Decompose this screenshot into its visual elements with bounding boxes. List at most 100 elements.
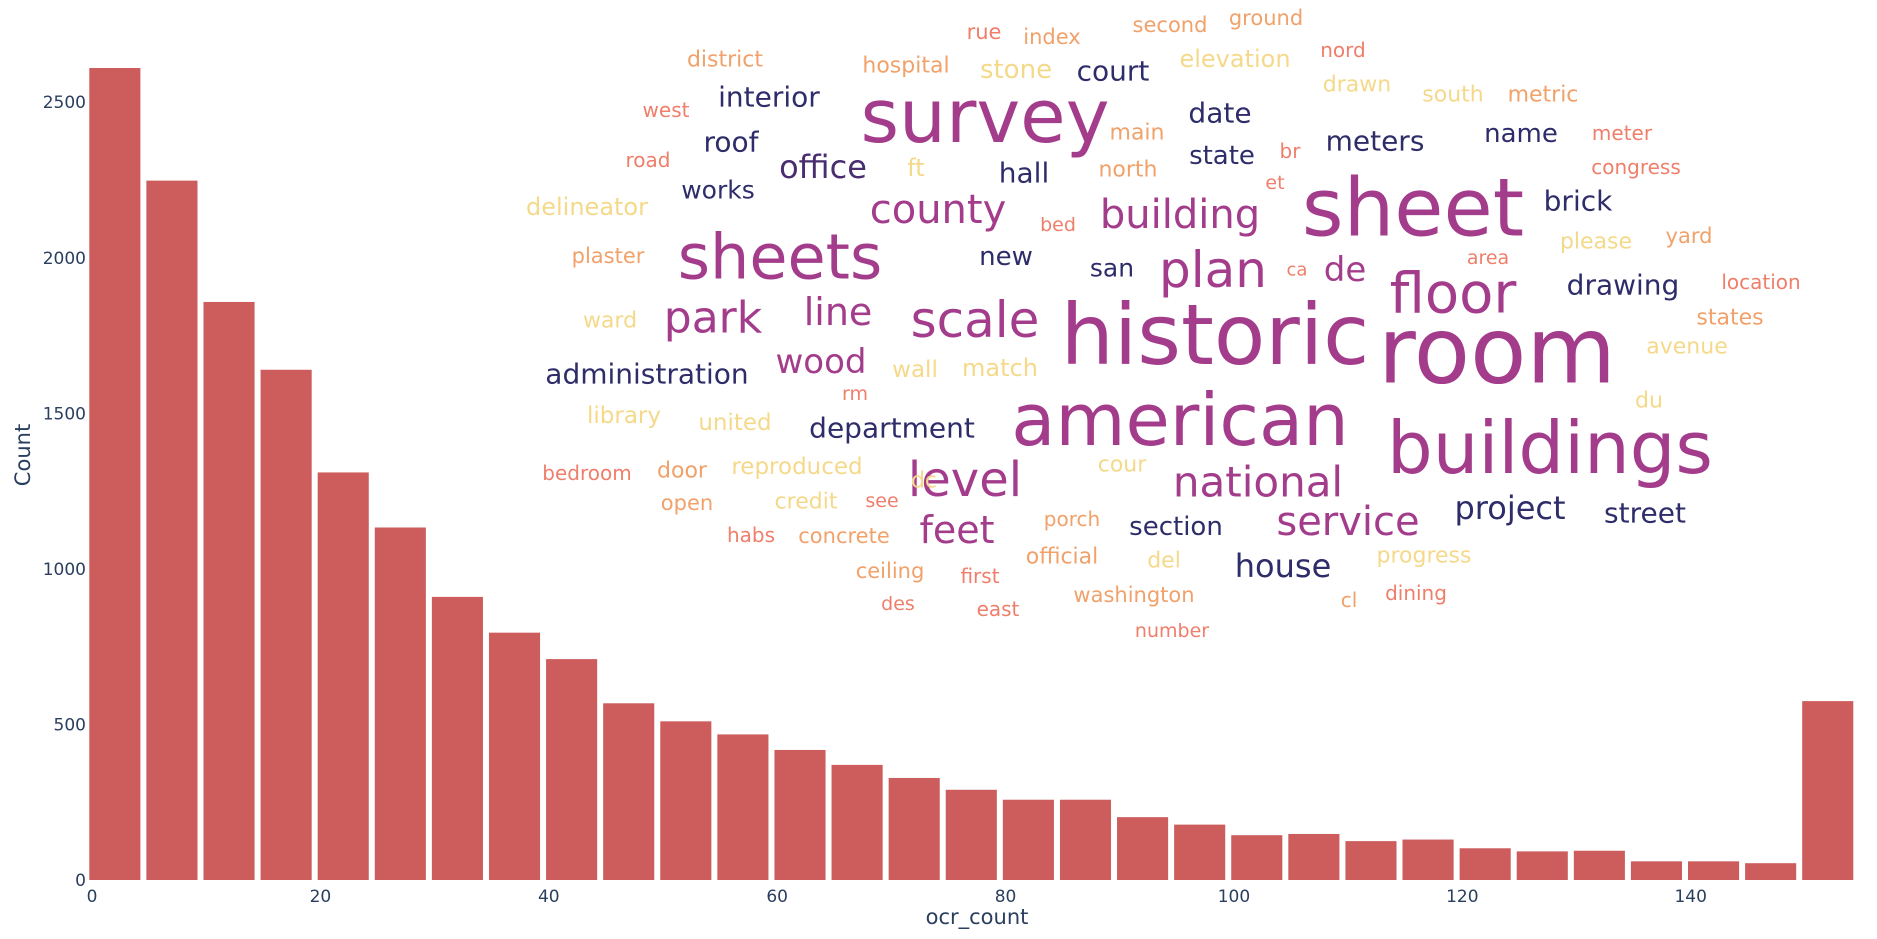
bar <box>488 632 541 880</box>
y-tick-label: 1000 <box>43 560 86 580</box>
cloud-word: progress <box>1377 544 1472 569</box>
bar <box>1688 861 1740 880</box>
cloud-word: concrete <box>798 524 890 548</box>
x-tick-label: 40 <box>538 887 560 907</box>
cloud-word: delineator <box>526 193 648 221</box>
cloud-word: rue <box>967 20 1002 44</box>
cloud-word: hospital <box>862 54 949 79</box>
bar <box>831 764 883 880</box>
cloud-word: congress <box>1591 155 1681 179</box>
cloud-word: main <box>1110 121 1165 146</box>
cloud-word: roof <box>703 126 759 159</box>
x-tick-label: 140 <box>1674 887 1706 907</box>
cloud-word: porch <box>1044 507 1100 531</box>
cloud-word: del <box>1147 549 1181 574</box>
cloud-word: survey <box>861 74 1110 160</box>
bar <box>1516 851 1568 880</box>
cloud-word: house <box>1235 547 1332 585</box>
cloud-word: level <box>908 452 1022 508</box>
cloud-word: credit <box>775 490 838 515</box>
cloud-word: ca <box>1287 260 1308 281</box>
y-tick-label: 1500 <box>43 404 86 424</box>
bar <box>1402 839 1454 880</box>
cloud-word: washington <box>1073 583 1194 607</box>
cloud-word: historic <box>1061 286 1370 384</box>
y-tick-label: 500 <box>54 715 86 735</box>
bars-layer <box>89 68 1854 881</box>
bar <box>317 472 369 880</box>
cloud-word: new <box>979 242 1033 272</box>
cloud-word: department <box>809 412 975 445</box>
cloud-word: index <box>1023 25 1080 49</box>
cloud-word: meter <box>1592 121 1653 145</box>
bar <box>1231 835 1283 880</box>
y-tick-label: 2000 <box>43 249 86 269</box>
cloud-word: official <box>1026 545 1099 570</box>
cloud-word: ward <box>583 309 637 334</box>
cloud-word: plaster <box>572 244 645 268</box>
x-axis-title: ocr_count <box>926 905 1029 930</box>
cloud-word: elevation <box>1179 45 1290 73</box>
cloud-word: interior <box>718 81 820 114</box>
x-tick-label: 20 <box>310 887 332 907</box>
y-axis-ticks: 0 500 1000 1500 2000 2500 <box>43 93 86 891</box>
cloud-word: district <box>687 48 763 73</box>
x-tick-label: 100 <box>1218 887 1250 907</box>
cloud-word: see <box>865 490 898 512</box>
cloud-word: meters <box>1326 125 1425 158</box>
cloud-word: brick <box>1544 185 1613 218</box>
cloud-word: number <box>1135 620 1209 642</box>
cloud-word: stone <box>980 55 1052 85</box>
cloud-word: american <box>1011 378 1349 462</box>
cloud-word: br <box>1280 139 1302 163</box>
bar <box>603 703 655 880</box>
cloud-word: door <box>657 459 708 484</box>
cloud-word: sheet <box>1302 162 1524 255</box>
cloud-word: reproduced <box>731 454 862 480</box>
bar <box>203 301 255 880</box>
cloud-word: nord <box>1320 38 1365 62</box>
cloud-word: date <box>1188 97 1251 130</box>
cloud-word: project <box>1454 489 1565 527</box>
cloud-word: bed <box>1040 214 1076 236</box>
cloud-word: sheets <box>678 221 883 294</box>
cloud-word: states <box>1696 306 1763 331</box>
cloud-word: second <box>1133 13 1208 37</box>
cloud-word: office <box>779 148 867 186</box>
cloud-word: feet <box>919 508 994 552</box>
bar <box>1630 861 1682 880</box>
cloud-word: et <box>1265 172 1284 194</box>
bar <box>1002 799 1054 880</box>
cloud-word: street <box>1604 497 1686 530</box>
bar <box>945 789 997 880</box>
cloud-word: wall <box>892 357 938 383</box>
cloud-word: de <box>1324 250 1367 290</box>
cloud-word: road <box>626 148 671 172</box>
cloud-word: cl <box>1341 588 1358 612</box>
cloud-word: san <box>1090 254 1134 283</box>
cloud-word: area <box>1467 247 1509 269</box>
cloud-word: dc <box>911 469 937 494</box>
cloud-word: location <box>1721 270 1800 294</box>
bar <box>888 777 940 880</box>
cloud-word: please <box>1560 230 1632 255</box>
bar <box>1059 799 1112 880</box>
cloud-word: national <box>1173 458 1343 507</box>
cloud-word: name <box>1484 119 1558 149</box>
cloud-word: du <box>1635 389 1663 414</box>
bar <box>774 749 826 880</box>
x-axis-ticks: 0 20 40 60 80 100 120 140 <box>87 887 1707 907</box>
cloud-word: rm <box>842 383 868 405</box>
cloud-word: line <box>804 290 873 334</box>
bar <box>1802 701 1854 880</box>
cloud-word: drawing <box>1567 269 1680 302</box>
cloud-word: avenue <box>1646 335 1727 360</box>
cloud-word: building <box>1100 192 1260 238</box>
cloud-word: bedroom <box>542 461 631 485</box>
cloud-word: west <box>643 98 690 122</box>
cloud-word: east <box>977 597 1020 621</box>
y-tick-label: 2500 <box>43 93 86 113</box>
cloud-word: dining <box>1385 581 1447 605</box>
cloud-word: park <box>664 293 763 344</box>
